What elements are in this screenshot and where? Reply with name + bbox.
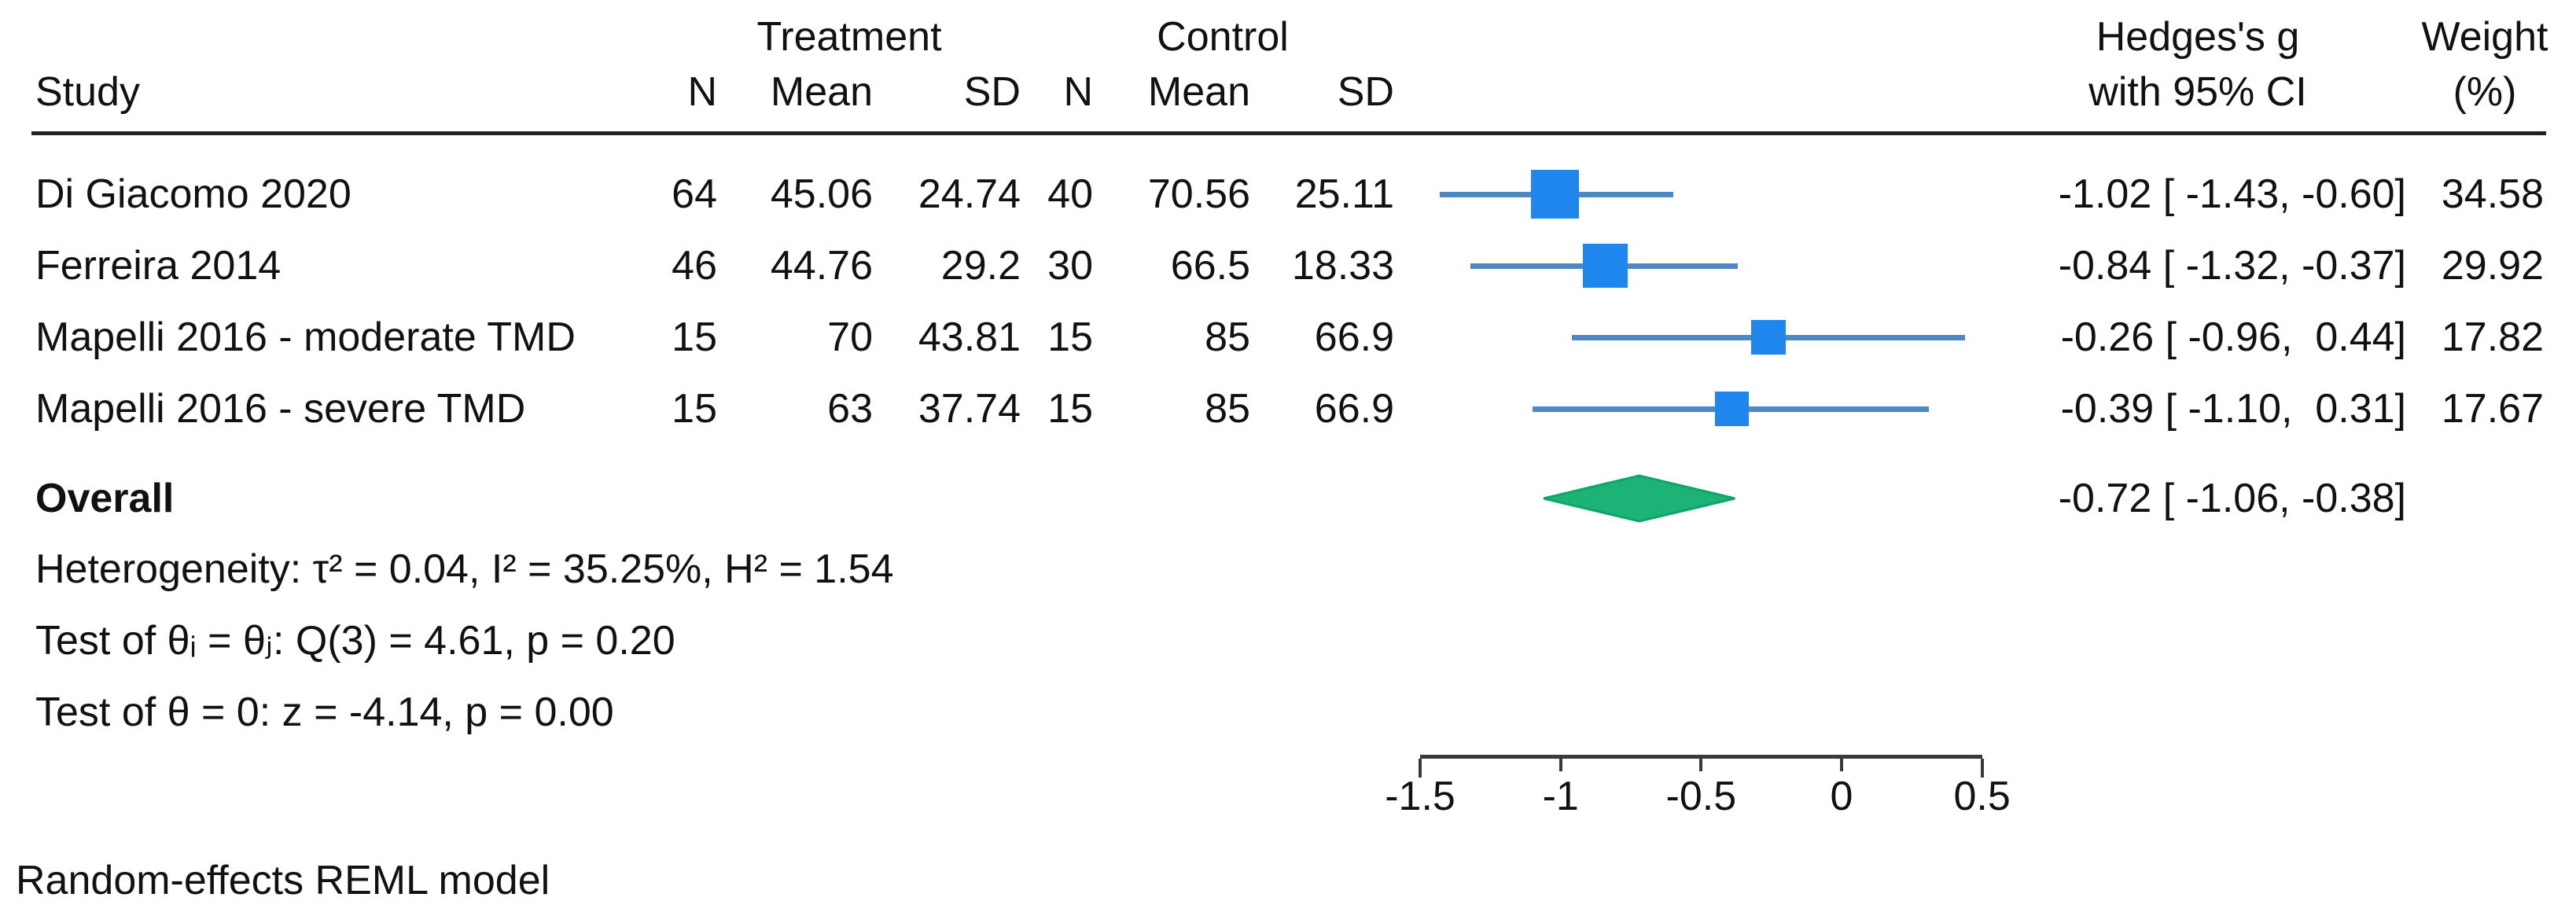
effect-marker (1583, 243, 1628, 289)
treatment-sd: 43.81 (918, 314, 1021, 360)
x-axis-tick-label: 0 (1830, 774, 1853, 819)
x-axis-tick-label: -1 (1542, 774, 1579, 819)
heterogeneity-text: Heterogeneity: τ² = 0.04, I² = 35.25%, H… (35, 546, 894, 592)
treatment-n: 15 (672, 386, 717, 432)
effect-ci-text: -1.02 [ -1.43, -0.60] (2058, 171, 2406, 217)
control-mean: 85 (1205, 314, 1250, 360)
weight-text: 34.58 (2441, 171, 2544, 217)
control-mean: 70.56 (1147, 171, 1250, 217)
control-mean: 85 (1205, 386, 1250, 432)
study-label: Di Giacomo 2020 (35, 171, 351, 217)
treatment-mean: 63 (827, 386, 873, 432)
control-sd: 18.33 (1291, 243, 1394, 289)
control-group-header: Control (1157, 14, 1289, 60)
treatment-mean: 44.76 (770, 243, 873, 289)
effect-marker (1751, 320, 1787, 355)
treatment-mean: 45.06 (770, 171, 873, 217)
x-axis-tick-label: -0.5 (1665, 774, 1737, 819)
control-n: 40 (1047, 171, 1093, 217)
weight-text: 29.92 (2441, 243, 2544, 289)
control-n: 30 (1047, 243, 1093, 289)
control-n: 15 (1047, 386, 1093, 432)
x-axis-tick (1980, 759, 1984, 778)
weight-text: 17.82 (2441, 314, 2544, 360)
header-divider (31, 131, 2546, 135)
homogeneity-test-text: Test of θᵢ = θⱼ: Q(3) = 4.61, p = 0.20 (35, 618, 675, 664)
treatment-n: 64 (672, 171, 717, 217)
treatment-mean-header: Mean (770, 69, 873, 115)
overall-ci-text: -0.72 [ -1.06, -0.38] (2058, 476, 2406, 521)
control-n-header: N (1063, 69, 1093, 115)
study-column-header: Study (35, 69, 140, 115)
x-axis-tick (1699, 759, 1703, 771)
treatment-group-header: Treatment (756, 14, 942, 60)
control-mean: 66.5 (1170, 243, 1250, 289)
x-axis-tick (1558, 759, 1562, 771)
overall-label: Overall (35, 476, 175, 521)
study-label: Mapelli 2016 - severe TMD (35, 386, 526, 432)
treatment-mean: 70 (827, 314, 873, 360)
control-sd: 66.9 (1314, 314, 1394, 360)
control-sd: 66.9 (1314, 386, 1394, 432)
treatment-sd: 37.74 (918, 386, 1021, 432)
model-note: Random-effects REML model (16, 858, 550, 903)
control-sd: 25.11 (1294, 171, 1394, 217)
weight-header-line2: (%) (2453, 69, 2517, 115)
x-axis-tick (1419, 759, 1422, 778)
effect-ci-text: -0.39 [ -1.10, 0.31] (2060, 386, 2406, 432)
treatment-sd: 24.74 (918, 171, 1021, 217)
control-n: 15 (1047, 314, 1093, 360)
study-label: Ferreira 2014 (35, 243, 282, 289)
weight-text: 17.67 (2441, 386, 2544, 432)
effect-marker (1714, 392, 1750, 426)
x-axis-tick (1840, 759, 1843, 771)
x-axis-tick-label: -1.5 (1385, 774, 1455, 819)
treatment-sd: 29.2 (940, 243, 1021, 289)
effect-ci-text: -0.84 [ -1.32, -0.37] (2058, 243, 2406, 289)
weight-header-line1: Weight (2421, 14, 2548, 60)
treatment-n-header: N (687, 69, 717, 115)
x-axis-line (1420, 755, 1982, 759)
effect-marker (1530, 170, 1580, 219)
effect-header-line1: Hedges's g (2096, 14, 2300, 60)
treatment-n: 15 (672, 314, 717, 360)
treatment-n: 46 (672, 243, 717, 289)
control-mean-header: Mean (1147, 69, 1250, 115)
control-sd-header: SD (1337, 69, 1394, 115)
effect-header-line2: with 95% CI (2088, 69, 2307, 115)
study-label: Mapelli 2016 - moderate TMD (35, 314, 576, 360)
zero-effect-test-text: Test of θ = 0: z = -4.14, p = 0.00 (35, 690, 614, 735)
x-axis-tick-label: 0.5 (1953, 774, 2011, 819)
treatment-sd-header: SD (963, 69, 1021, 115)
effect-ci-text: -0.26 [ -0.96, 0.44] (2060, 314, 2406, 360)
